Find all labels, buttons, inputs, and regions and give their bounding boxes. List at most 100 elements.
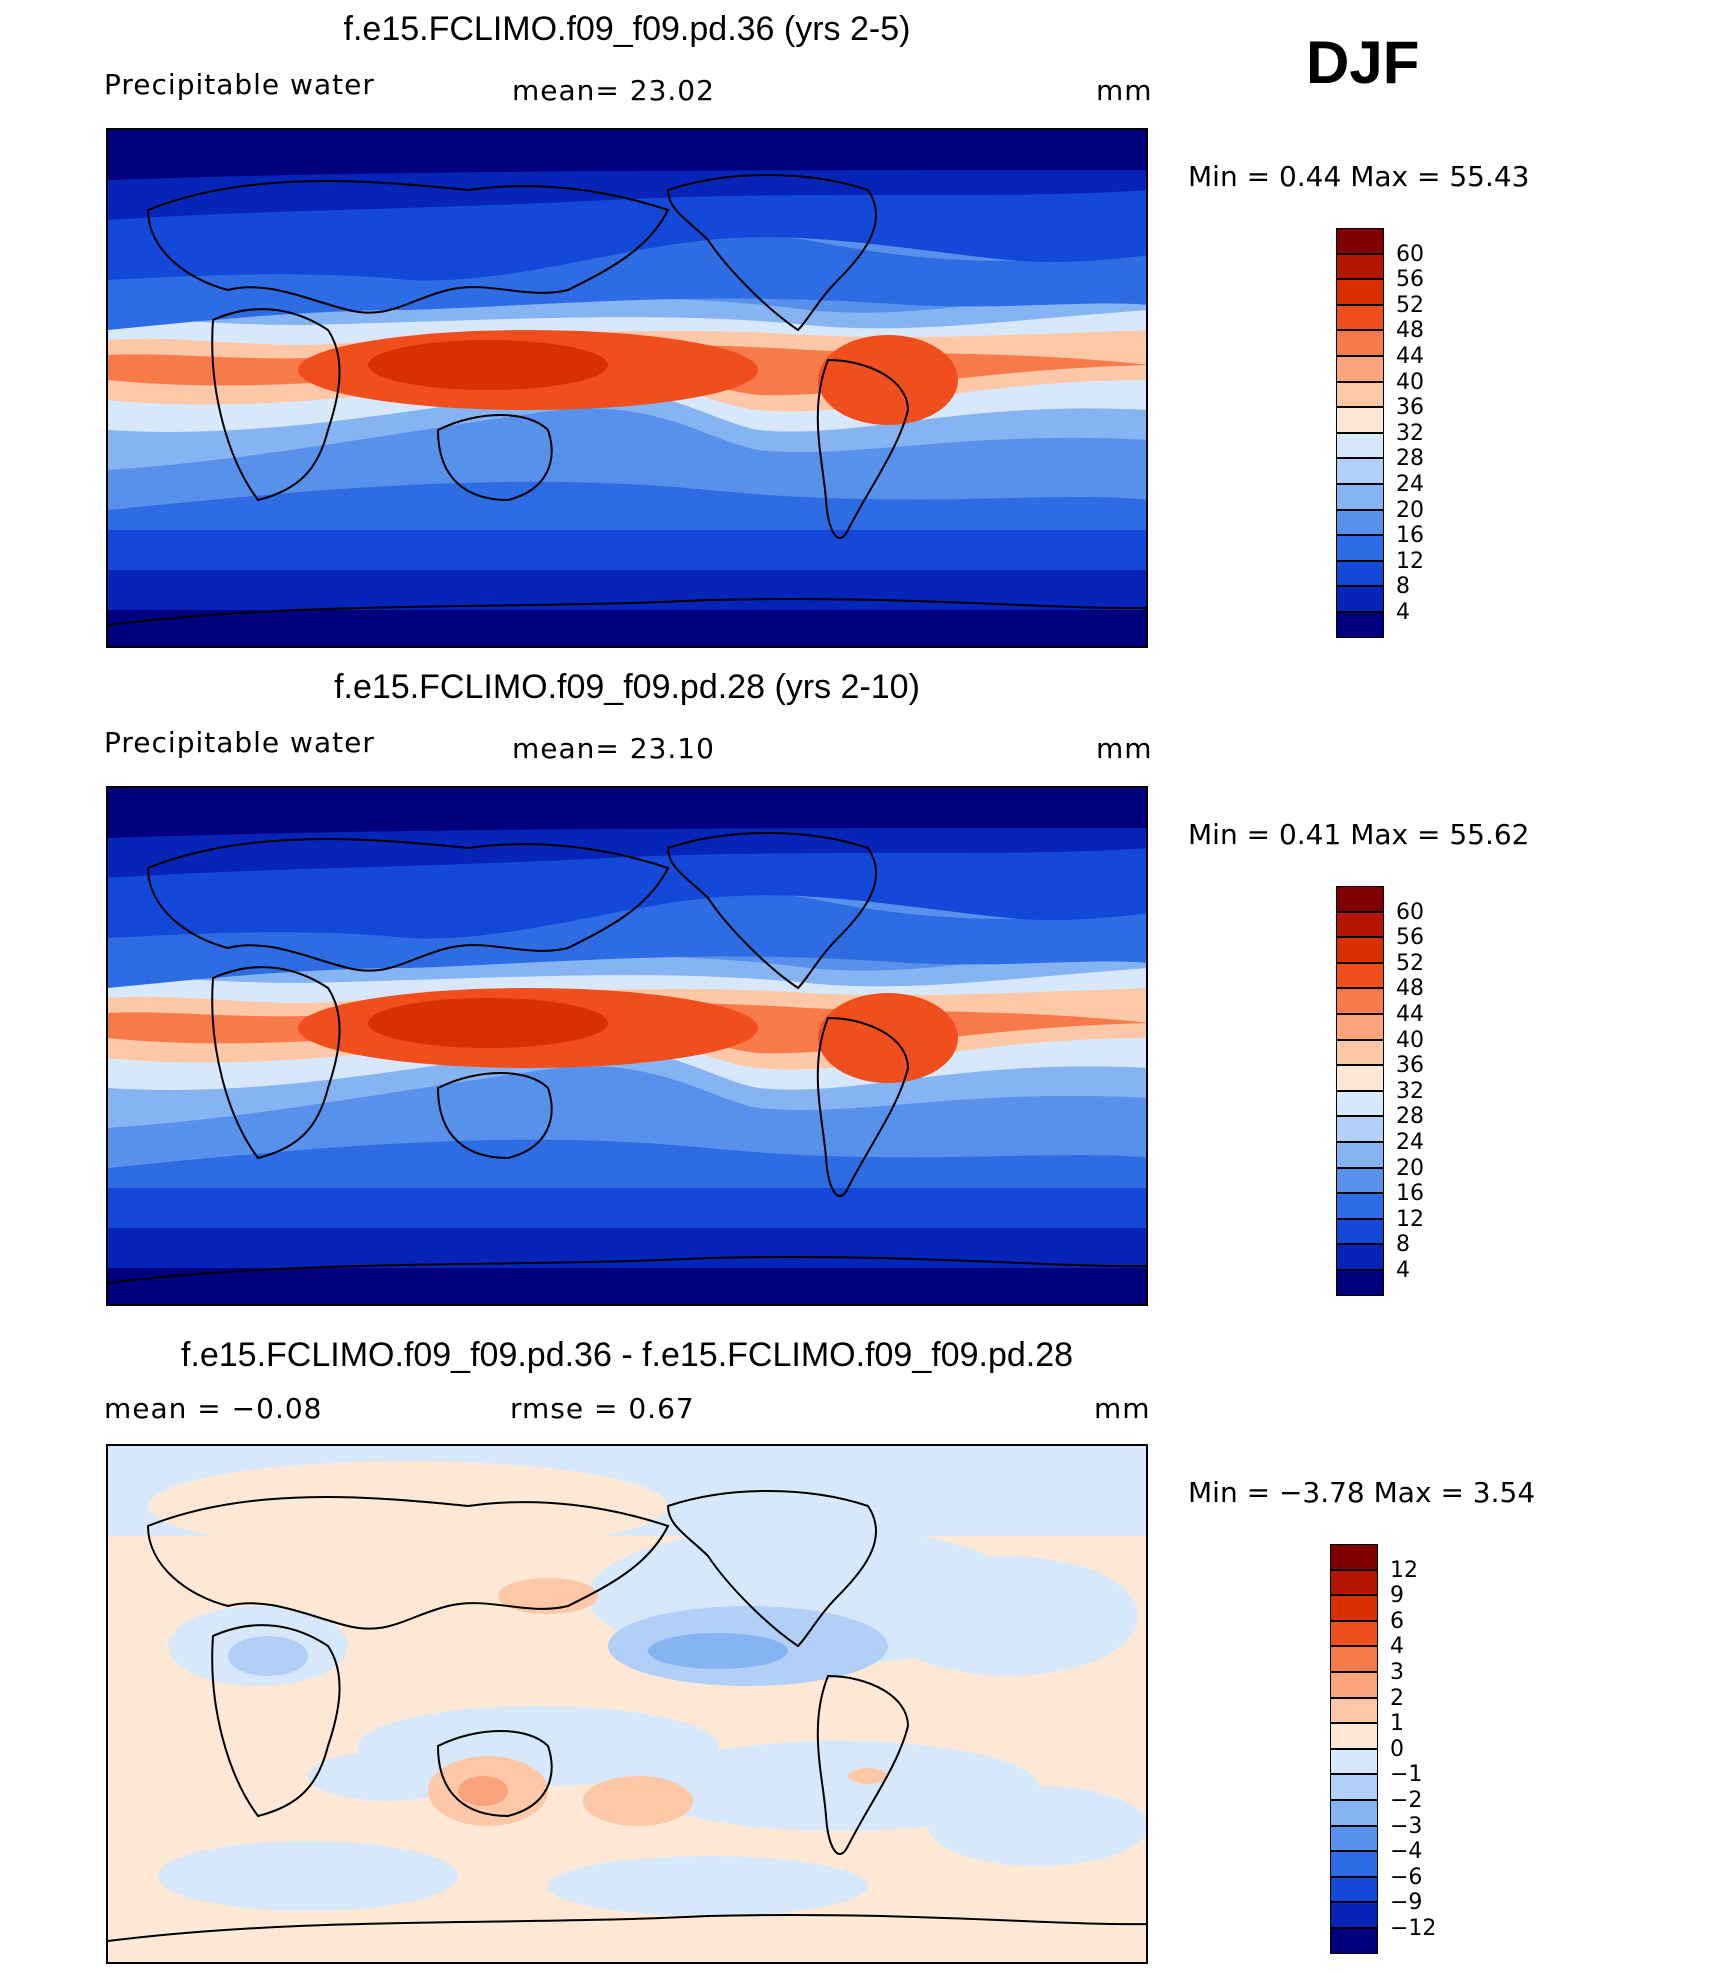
colorbar-label: 44 (1396, 1002, 1424, 1027)
colorbar-label: 20 (1396, 497, 1424, 523)
colorbar-label: −6 (1390, 1864, 1423, 1890)
colorbar-label: 48 (1396, 318, 1424, 344)
panel-3-mean: mean = −0.08 (104, 1392, 323, 1425)
colorbar-box (1330, 1774, 1378, 1800)
colorbar-box (1336, 432, 1384, 459)
colorbar-label: 32 (1396, 1078, 1424, 1104)
colorbar-box (1336, 1193, 1384, 1219)
panel-3-map (106, 1444, 1148, 1964)
colorbar-box (1336, 330, 1384, 356)
colorbar-label: 24 (1396, 472, 1424, 497)
colorbar-label: 52 (1396, 292, 1424, 318)
panel-3-rmse: rmse = 0.67 (510, 1392, 695, 1425)
colorbar-box (1336, 1142, 1384, 1168)
colorbar-label: −9 (1390, 1890, 1423, 1916)
panel-1-title: f.e15.FCLIMO.f09_f09.pd.36 (yrs 2-5) (343, 10, 911, 48)
colorbar-label: 2 (1390, 1685, 1404, 1711)
panel-1-minmax: Min = 0.44 Max = 55.43 (1188, 160, 1530, 193)
colorbar-label: 4 (1396, 1258, 1410, 1283)
colorbar-label: 20 (1396, 1155, 1424, 1181)
colorbar-label: 60 (1396, 899, 1424, 925)
colorbar-label: 16 (1396, 1181, 1424, 1207)
panel-1-mean: mean= 23.02 (512, 74, 715, 107)
colorbar-box (1336, 509, 1384, 536)
colorbar-label: 6 (1390, 1608, 1404, 1634)
colorbar-label: 8 (1396, 1232, 1410, 1258)
colorbar-label: 8 (1396, 574, 1410, 600)
colorbar-label: 1 (1390, 1711, 1404, 1737)
panel-2-units: mm (1096, 732, 1153, 765)
colorbar-box (1336, 612, 1384, 638)
colorbar-label: −2 (1390, 1788, 1423, 1813)
colorbar-label: 56 (1396, 925, 1424, 951)
season-label: DJF (1306, 29, 1420, 96)
colorbar-label: 4 (1396, 600, 1410, 625)
colorbar-box (1330, 1723, 1378, 1749)
colorbar-box (1330, 1825, 1378, 1852)
colorbar-box (1336, 962, 1384, 989)
colorbar-label: 4 (1390, 1634, 1404, 1660)
colorbar-box (1330, 1851, 1378, 1877)
colorbar-label: 36 (1396, 395, 1424, 421)
colorbar-label: 24 (1396, 1130, 1424, 1155)
panel-2-map (106, 786, 1148, 1306)
colorbar-label: 3 (1390, 1660, 1404, 1685)
colorbar-box (1336, 937, 1384, 963)
colorbar-box (1336, 886, 1384, 912)
colorbar-label: 36 (1396, 1053, 1424, 1079)
panel-2-title: f.e15.FCLIMO.f09_f09.pd.28 (yrs 2-10) (334, 668, 920, 706)
panel-2-variable: Precipitable water (104, 726, 375, 759)
colorbar-box (1330, 1646, 1378, 1672)
colorbar-label: 12 (1396, 1206, 1424, 1232)
colorbar-box (1336, 253, 1384, 280)
colorbar-label: 16 (1396, 523, 1424, 549)
panel-1-map-field (108, 130, 1146, 646)
colorbar-label: 28 (1396, 1104, 1424, 1130)
colorbar-label: 40 (1396, 1027, 1424, 1053)
colorbar-box (1336, 458, 1384, 484)
colorbar-box (1330, 1697, 1378, 1724)
colorbar-box (1330, 1800, 1378, 1826)
colorbar-box (1336, 560, 1384, 587)
colorbar-box (1330, 1544, 1378, 1570)
colorbar-box (1330, 1620, 1378, 1647)
colorbar-box (1336, 484, 1384, 510)
colorbar-label: −4 (1390, 1839, 1423, 1865)
colorbar-box (1336, 1116, 1384, 1142)
colorbar-label: 48 (1396, 976, 1424, 1002)
colorbar-box (1336, 1090, 1384, 1117)
panel-2-mean: mean= 23.10 (512, 732, 715, 765)
colorbar-label: −3 (1390, 1813, 1423, 1839)
colorbar-label: 40 (1396, 369, 1424, 395)
colorbar-label: 0 (1390, 1736, 1404, 1762)
colorbar-box (1336, 1039, 1384, 1066)
colorbar-box (1336, 911, 1384, 938)
panel-3-units: mm (1094, 1392, 1151, 1425)
colorbar-box (1336, 1218, 1384, 1245)
colorbar-label: 56 (1396, 267, 1424, 293)
panel-3-title: f.e15.FCLIMO.f09_f09.pd.36 - f.e15.FCLIM… (180, 1336, 1074, 1374)
panel-2-map-field (108, 788, 1146, 1304)
colorbar-box (1336, 279, 1384, 305)
colorbar-label: 52 (1396, 950, 1424, 976)
colorbar-box (1330, 1569, 1378, 1596)
colorbar-label: 60 (1396, 241, 1424, 267)
panel-1-units: mm (1096, 74, 1153, 107)
colorbar-box (1330, 1928, 1378, 1954)
colorbar-box (1330, 1748, 1378, 1775)
colorbar-box (1336, 356, 1384, 382)
colorbar-box (1336, 1014, 1384, 1040)
colorbar-box (1330, 1595, 1378, 1621)
colorbar-box (1336, 228, 1384, 254)
colorbar-box (1330, 1876, 1378, 1903)
panel-3-minmax: Min = −3.78 Max = 3.54 (1188, 1476, 1536, 1509)
colorbar-box (1336, 1167, 1384, 1194)
colorbar-label: 44 (1396, 344, 1424, 369)
colorbar-label: −12 (1390, 1916, 1437, 1941)
colorbar-box (1336, 381, 1384, 408)
colorbar-label: −1 (1390, 1762, 1423, 1788)
colorbar-box (1336, 1270, 1384, 1296)
panel-2-minmax: Min = 0.41 Max = 55.62 (1188, 818, 1530, 851)
colorbar-box (1336, 586, 1384, 612)
panel-1-variable: Precipitable water (104, 68, 375, 101)
